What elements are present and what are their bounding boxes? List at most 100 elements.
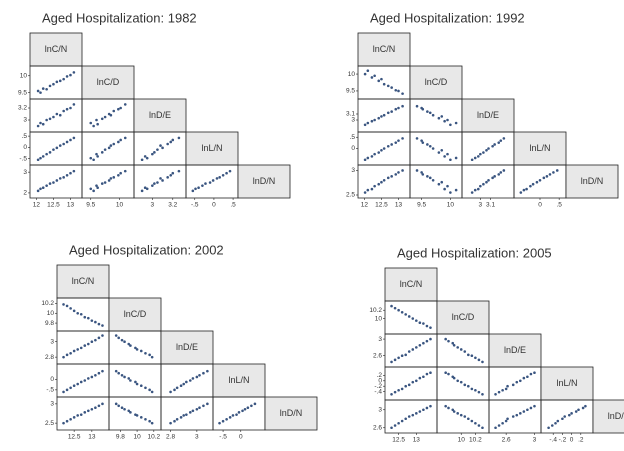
point [72,103,76,106]
point [225,171,228,175]
point [494,393,497,396]
point [90,407,94,411]
point [415,319,418,322]
point [221,419,225,423]
point [363,191,367,194]
point [109,177,113,180]
x-tick-label: 0 [212,202,216,209]
point [497,424,501,427]
y-tick-label: 3 [351,167,355,174]
cell-border [237,164,291,199]
variable-label: lnD/N [253,176,276,186]
point [179,416,183,419]
point [463,350,467,353]
y-tick-label: 9.5 [18,89,27,96]
point [426,143,429,146]
point [574,410,578,413]
point [386,144,390,148]
point [390,393,393,396]
point [39,187,42,191]
point [144,417,147,421]
point [175,386,179,390]
point [55,146,59,150]
point [129,379,132,382]
point [83,379,87,382]
point [529,372,533,376]
point [194,187,197,191]
cell-border [108,297,162,332]
point [431,113,435,117]
chart-title: Aged Hospitalization: 2002 [69,242,224,257]
point [48,117,52,121]
point [440,149,444,152]
point [72,309,76,313]
variable-label: lnD/N [581,176,604,186]
point [101,402,104,406]
point [561,417,564,421]
point [397,421,400,425]
cell-border [56,330,110,365]
point [72,136,76,140]
point [96,122,99,126]
point [65,388,69,392]
point [370,155,374,158]
point [533,371,536,375]
point [451,375,455,379]
variable-label: lnD/N [608,411,624,421]
point [123,375,126,379]
point [491,144,494,148]
cell-border [540,366,594,401]
point [45,152,48,156]
point [429,371,432,375]
point [62,77,65,81]
point [482,151,485,154]
point [456,412,459,415]
point [491,176,494,180]
point [366,121,370,125]
point [426,175,429,178]
point [420,171,423,174]
point [370,119,374,123]
point [143,155,147,158]
point [148,388,151,392]
x-tick-label: 13 [88,434,96,441]
point [79,413,83,416]
point [177,136,181,140]
point [195,407,199,411]
point [55,179,59,182]
point [188,379,192,382]
point [161,146,164,150]
point [45,87,48,91]
point [171,171,175,175]
point [151,184,154,187]
point [58,113,62,117]
point [390,360,393,364]
point [429,337,432,341]
point [52,148,55,151]
point [382,113,386,117]
point [201,184,204,187]
x-tick-label: .5 [230,202,236,209]
point [119,106,122,110]
x-tick-label: 3 [195,434,199,441]
point [467,353,470,357]
point [41,186,45,190]
variable-label: lnC/D [452,312,475,322]
point [393,424,397,427]
point [100,151,104,154]
point [72,349,76,353]
point [425,372,429,376]
x-tick-label: -.2 [559,437,567,444]
point [171,138,175,142]
y-tick-label: 3 [351,117,355,124]
y-tick-label: -.5 [46,387,54,394]
point [440,180,444,184]
point [449,158,452,162]
x-tick-label: 12.5 [375,202,388,209]
point [76,311,79,315]
point [169,390,172,394]
x-tick-label: 3 [479,202,483,209]
point [83,344,87,347]
point [94,320,97,324]
point [394,173,398,176]
